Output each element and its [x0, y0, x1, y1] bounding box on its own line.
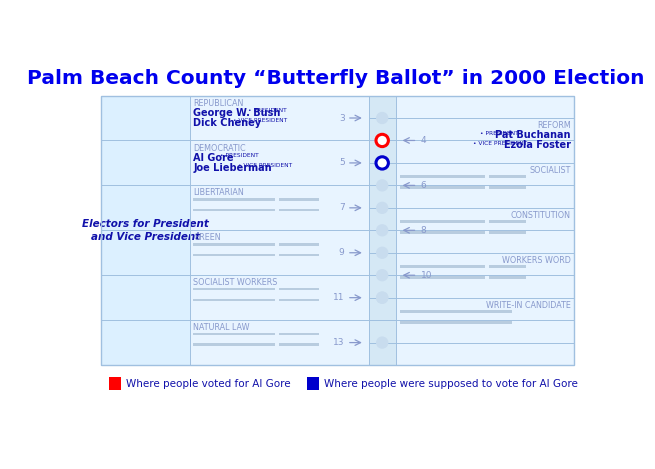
Text: NATURAL LAW: NATURAL LAW — [193, 323, 250, 332]
Text: • VICE PRESIDENT: • VICE PRESIDENT — [233, 118, 287, 123]
Text: George W. Bush: George W. Bush — [193, 108, 281, 118]
Text: Where people voted for Al Gore: Where people voted for Al Gore — [126, 378, 291, 388]
Bar — [279, 298, 319, 301]
Bar — [369, 96, 396, 365]
Bar — [279, 287, 319, 290]
Bar — [279, 243, 319, 245]
Circle shape — [376, 336, 388, 349]
Text: • VICE PRESIDENT: • VICE PRESIDENT — [238, 163, 293, 168]
Bar — [489, 186, 526, 189]
Text: GREEN: GREEN — [193, 234, 221, 242]
Text: SOCIALIST WORKERS: SOCIALIST WORKERS — [193, 278, 278, 287]
Bar — [489, 220, 526, 223]
Text: 3: 3 — [339, 113, 345, 122]
Bar — [193, 254, 275, 256]
Text: Joe Lieberman: Joe Lieberman — [193, 163, 272, 173]
Text: • PRESIDENT: • PRESIDENT — [220, 153, 259, 158]
Circle shape — [376, 134, 388, 147]
Text: 4: 4 — [421, 136, 426, 145]
Bar — [193, 343, 275, 346]
Bar — [102, 96, 191, 365]
Bar — [193, 243, 275, 245]
Text: WORKERS WORD: WORKERS WORD — [502, 256, 571, 265]
Bar — [193, 298, 275, 301]
Bar — [279, 343, 319, 346]
Text: 6: 6 — [421, 181, 426, 190]
Text: 8: 8 — [421, 226, 426, 235]
Bar — [400, 175, 485, 178]
Circle shape — [376, 202, 388, 214]
Bar — [279, 209, 319, 212]
Text: 7: 7 — [339, 204, 345, 212]
Bar — [279, 333, 319, 335]
Text: Electors for President
and Vice President: Electors for President and Vice Presiden… — [83, 219, 209, 242]
Circle shape — [376, 292, 388, 304]
Bar — [400, 231, 485, 234]
Text: Palm Beach County “Butterfly Ballot” in 2000 Election: Palm Beach County “Butterfly Ballot” in … — [27, 69, 644, 88]
Bar — [102, 96, 574, 365]
Text: Ezola Foster: Ezola Foster — [504, 140, 571, 151]
Text: Where people were supposed to vote for Al Gore: Where people were supposed to vote for A… — [324, 378, 578, 388]
Circle shape — [376, 247, 388, 259]
Bar — [489, 175, 526, 178]
Text: Pat Buchanan: Pat Buchanan — [495, 130, 571, 140]
Bar — [193, 333, 275, 335]
Bar — [193, 287, 275, 290]
Bar — [400, 276, 485, 279]
Text: • PRESIDENT: • PRESIDENT — [248, 108, 287, 113]
Text: CONSTITUTION: CONSTITUTION — [511, 211, 571, 220]
Text: WRITE-IN CANDIDATE: WRITE-IN CANDIDATE — [486, 301, 571, 310]
Text: DEMOCRATIC: DEMOCRATIC — [193, 144, 246, 152]
Bar — [400, 265, 485, 268]
Text: LIBERTARIAN: LIBERTARIAN — [193, 189, 244, 197]
Circle shape — [376, 224, 388, 236]
Text: 10: 10 — [421, 271, 432, 280]
Text: 11: 11 — [333, 293, 345, 302]
Circle shape — [376, 179, 388, 191]
Text: Dick Cheney: Dick Cheney — [193, 118, 261, 128]
Bar — [489, 265, 526, 268]
Bar — [400, 310, 512, 313]
Bar — [279, 254, 319, 256]
Bar — [109, 378, 121, 390]
Text: • PRESIDENT: • PRESIDENT — [480, 131, 519, 136]
Circle shape — [376, 112, 388, 124]
Circle shape — [376, 269, 388, 281]
Text: REPUBLICAN: REPUBLICAN — [193, 98, 244, 107]
Text: REFORM: REFORM — [537, 121, 571, 130]
Bar — [307, 378, 319, 390]
Circle shape — [376, 157, 388, 169]
Text: 5: 5 — [339, 159, 345, 167]
Bar — [400, 220, 485, 223]
Circle shape — [376, 292, 388, 304]
Bar — [193, 198, 275, 201]
Text: Al Gore: Al Gore — [193, 153, 234, 163]
Text: 9: 9 — [339, 248, 345, 257]
Bar — [489, 231, 526, 234]
Text: SOCIALIST: SOCIALIST — [529, 166, 571, 175]
Bar — [489, 276, 526, 279]
Bar — [193, 209, 275, 212]
Bar — [400, 321, 512, 324]
Text: • VICE PRESIDENT: • VICE PRESIDENT — [473, 141, 527, 146]
Bar — [102, 96, 574, 365]
Bar — [279, 198, 319, 201]
Text: 13: 13 — [333, 338, 345, 347]
Bar — [400, 186, 485, 189]
